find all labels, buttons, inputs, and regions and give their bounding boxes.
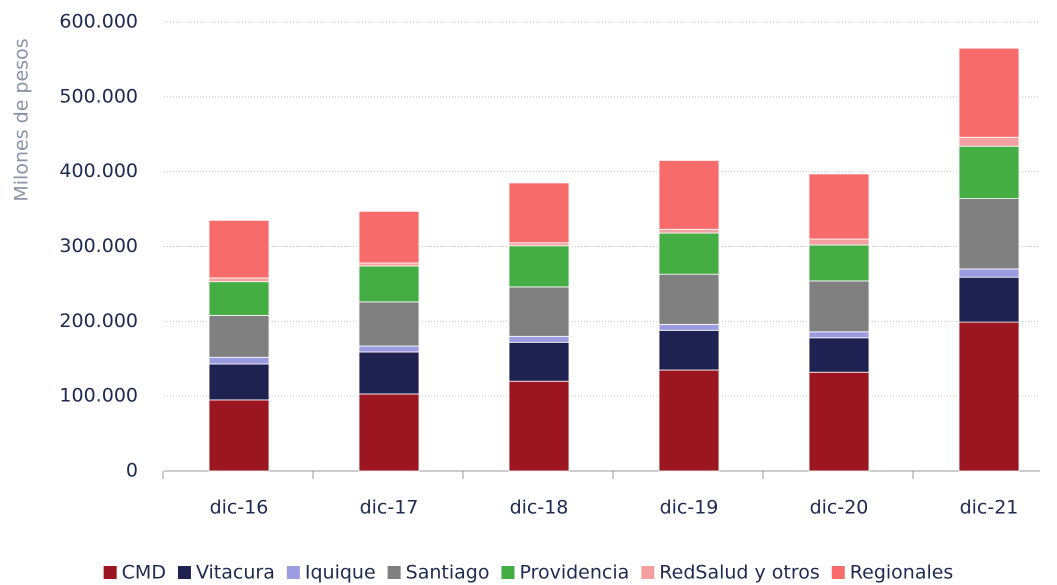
y-tick-label: 500.000: [59, 85, 138, 107]
legend-label: Iquique: [305, 562, 376, 584]
y-tick-label: 400.000: [59, 160, 138, 182]
bar-segment: [658, 273, 720, 325]
legend-swatch: [177, 566, 191, 579]
bar-segment: [958, 268, 1020, 278]
bar-segment: [658, 369, 720, 472]
legend-swatch: [641, 566, 655, 579]
x-tick-label: dic-17: [360, 497, 419, 519]
legend-swatch: [286, 566, 300, 579]
bar-segment: [358, 345, 420, 353]
bar-segment: [208, 219, 270, 279]
bar-segment: [658, 323, 720, 331]
y-tick-label: 100.000: [59, 385, 138, 407]
bar-segment: [808, 371, 870, 472]
y-tick-label: 600.000: [59, 11, 138, 33]
legend-label: RedSalud y otros: [659, 562, 820, 584]
bar-segment: [658, 329, 720, 371]
legend-swatch: [103, 566, 117, 579]
bar-segment: [958, 276, 1020, 323]
bar-segment: [958, 47, 1020, 138]
legend-label: Santiago: [406, 562, 490, 584]
bar-segment: [208, 277, 270, 283]
legend-swatch: [501, 566, 515, 579]
bar-segment: [508, 242, 570, 247]
legend-label: Vitacura: [196, 562, 275, 584]
bar-segment: [808, 238, 870, 246]
bar-segment: [358, 210, 420, 264]
bar-segment: [508, 245, 570, 288]
bar-segment: [958, 145, 1020, 200]
bar-segment: [508, 286, 570, 337]
bar-segment: [358, 351, 420, 395]
x-tick-label: dic-18: [510, 497, 569, 519]
legend-label: Regionales: [850, 562, 954, 584]
bar-segment: [208, 363, 270, 401]
bar-segment: [658, 232, 720, 275]
x-tick-label: dic-21: [960, 497, 1019, 519]
bar-segment: [808, 331, 870, 339]
bar-segment: [958, 198, 1020, 270]
bar-segment: [208, 356, 270, 365]
bar-segment: [208, 314, 270, 358]
bar-segment: [508, 341, 570, 382]
bar-segment: [358, 265, 420, 303]
bar-segment: [508, 182, 570, 244]
bar-segment: [958, 136, 1020, 147]
y-tick-label: 300.000: [59, 235, 138, 257]
bar-segment: [658, 160, 720, 230]
bar-segment: [958, 321, 1020, 472]
bar-segment: [358, 393, 420, 472]
legend-label: Providencia: [519, 562, 629, 584]
x-tick-label: dic-20: [810, 497, 869, 519]
legend-label: CMD: [122, 562, 166, 584]
y-tick-label: 0: [126, 460, 138, 482]
bar-segment: [808, 173, 870, 240]
bar-segment: [808, 337, 870, 373]
legend-swatch: [387, 566, 401, 579]
bar-segment: [208, 281, 270, 316]
bar-segment: [508, 335, 570, 343]
x-tick-label: dic-19: [660, 497, 719, 519]
bar-segment: [808, 280, 870, 333]
y-tick-label: 200.000: [59, 310, 138, 332]
bar-segment: [508, 380, 570, 472]
bar-segment: [808, 244, 870, 282]
bar-segment: [208, 399, 270, 472]
bar-segment: [358, 262, 420, 267]
x-tick-label: dic-16: [210, 497, 269, 519]
bar-segment: [358, 301, 420, 347]
bar-segment: [658, 228, 720, 234]
y-axis-label: Milones de pesos: [11, 38, 33, 201]
legend-swatch: [831, 566, 845, 579]
